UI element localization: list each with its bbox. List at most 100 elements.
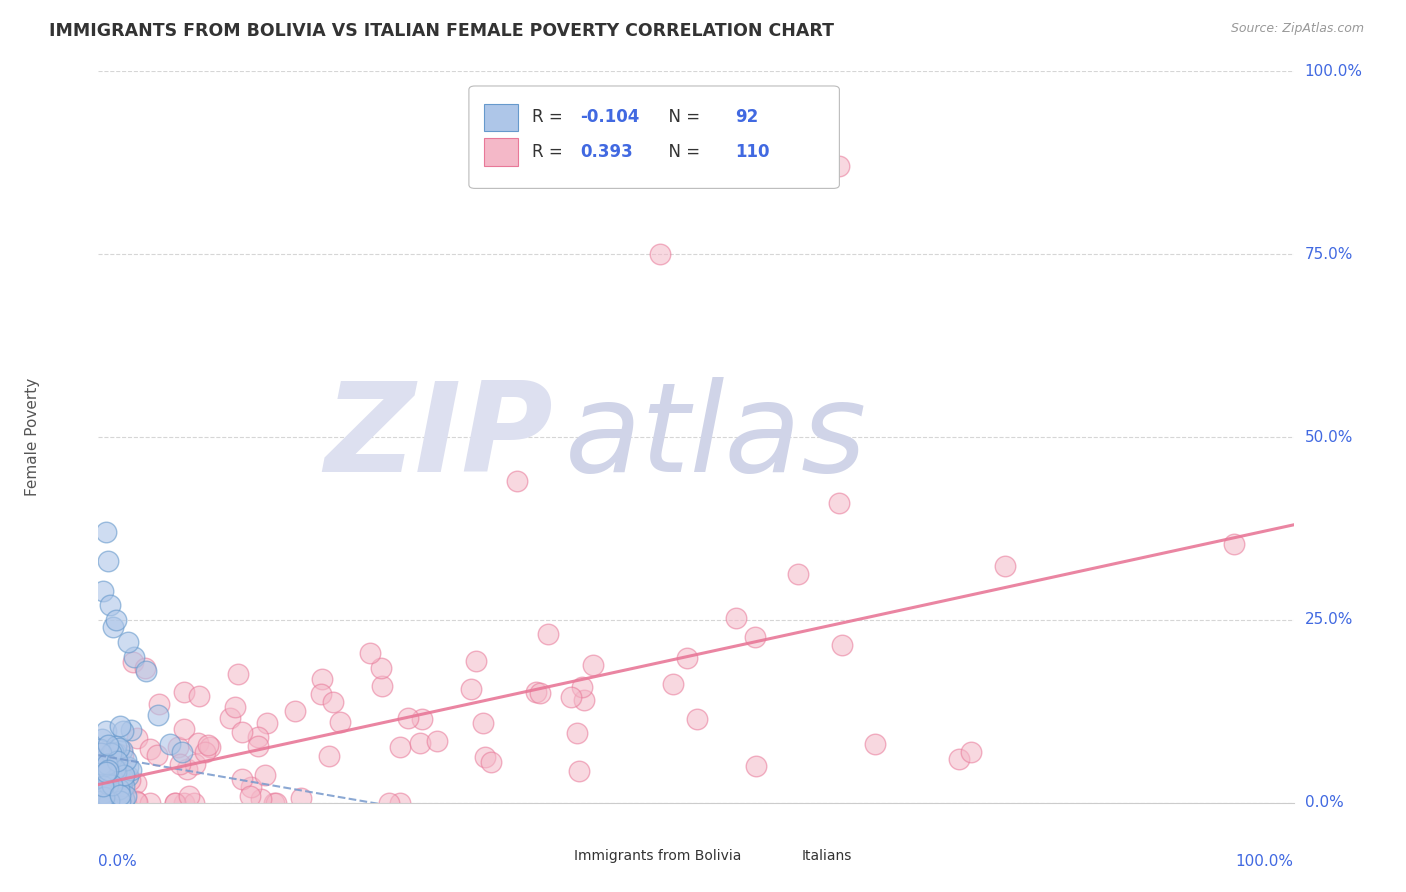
Point bbox=[117, 759, 139, 773]
Point bbox=[725, 611, 748, 625]
Text: -0.104: -0.104 bbox=[581, 109, 640, 127]
Point bbox=[120, 763, 142, 777]
Point bbox=[108, 782, 131, 797]
Point bbox=[114, 754, 136, 768]
Point bbox=[134, 661, 156, 675]
Point bbox=[177, 789, 200, 804]
Point bbox=[89, 742, 111, 756]
Text: 0.0%: 0.0% bbox=[98, 854, 138, 869]
Point bbox=[138, 796, 160, 810]
FancyBboxPatch shape bbox=[768, 847, 794, 865]
Point bbox=[94, 525, 117, 540]
Point bbox=[91, 795, 114, 809]
Point bbox=[148, 708, 170, 723]
Point bbox=[460, 682, 482, 697]
Point bbox=[247, 739, 270, 754]
Point bbox=[94, 772, 117, 787]
Point bbox=[111, 743, 134, 757]
FancyBboxPatch shape bbox=[485, 138, 517, 166]
Point bbox=[111, 772, 134, 786]
Point bbox=[97, 796, 120, 810]
Point bbox=[111, 780, 134, 795]
Point bbox=[411, 712, 433, 726]
Point bbox=[256, 716, 278, 731]
Point bbox=[167, 739, 190, 754]
Point bbox=[90, 746, 112, 760]
Point bbox=[112, 779, 135, 793]
Point bbox=[100, 792, 122, 806]
Point bbox=[93, 761, 115, 775]
Point bbox=[529, 685, 551, 699]
Point bbox=[250, 792, 273, 806]
Point bbox=[114, 796, 136, 810]
Text: 0.0%: 0.0% bbox=[1305, 796, 1343, 810]
Point bbox=[98, 749, 121, 764]
Point bbox=[89, 781, 111, 796]
Point bbox=[200, 739, 222, 754]
Point bbox=[163, 796, 186, 810]
Point bbox=[91, 773, 114, 788]
Point bbox=[409, 736, 432, 750]
Point bbox=[226, 667, 249, 681]
Point bbox=[240, 780, 263, 795]
Point bbox=[110, 788, 132, 802]
Point bbox=[90, 756, 112, 771]
Point bbox=[98, 796, 121, 810]
Point bbox=[89, 760, 111, 774]
Point bbox=[105, 755, 128, 769]
Point bbox=[98, 599, 122, 613]
Text: 50.0%: 50.0% bbox=[1305, 430, 1353, 444]
Point bbox=[100, 774, 122, 789]
Point bbox=[187, 736, 209, 750]
Point bbox=[117, 635, 139, 649]
Point bbox=[112, 748, 135, 763]
Point bbox=[744, 630, 766, 644]
Text: 110: 110 bbox=[735, 143, 770, 161]
Point bbox=[108, 786, 131, 800]
Point bbox=[96, 765, 118, 780]
Point bbox=[127, 731, 149, 746]
Point bbox=[104, 739, 127, 753]
Point bbox=[994, 558, 1017, 573]
FancyBboxPatch shape bbox=[470, 86, 839, 188]
Point bbox=[97, 763, 120, 777]
Point bbox=[93, 790, 115, 805]
Point bbox=[120, 723, 142, 737]
Point bbox=[100, 746, 122, 760]
Point bbox=[329, 715, 352, 730]
Point bbox=[105, 613, 128, 627]
Point bbox=[960, 745, 983, 759]
Point bbox=[219, 711, 242, 725]
Point bbox=[91, 794, 114, 808]
Point bbox=[97, 738, 120, 752]
Point bbox=[197, 738, 219, 752]
Point bbox=[108, 719, 131, 733]
Point bbox=[464, 654, 486, 668]
Point bbox=[96, 783, 118, 797]
Point bbox=[662, 677, 685, 691]
Point bbox=[378, 796, 401, 810]
Point bbox=[91, 790, 114, 805]
Point bbox=[97, 786, 120, 800]
Point bbox=[183, 796, 205, 810]
Point bbox=[98, 796, 121, 810]
Point bbox=[91, 789, 114, 803]
Point bbox=[111, 723, 134, 738]
Point bbox=[831, 638, 853, 652]
Point bbox=[318, 749, 340, 764]
Point bbox=[108, 794, 131, 808]
Point bbox=[94, 751, 117, 765]
Text: Italians: Italians bbox=[801, 849, 852, 863]
Text: Female Poverty: Female Poverty bbox=[25, 378, 41, 496]
Point bbox=[111, 776, 134, 790]
Point bbox=[104, 746, 127, 760]
Point bbox=[108, 741, 131, 756]
Point bbox=[159, 737, 181, 751]
Point bbox=[90, 732, 112, 747]
Point bbox=[173, 796, 195, 810]
Point bbox=[97, 554, 120, 568]
Point bbox=[98, 764, 121, 778]
Point bbox=[122, 655, 145, 669]
Point bbox=[89, 773, 111, 788]
Text: N =: N = bbox=[658, 109, 704, 127]
